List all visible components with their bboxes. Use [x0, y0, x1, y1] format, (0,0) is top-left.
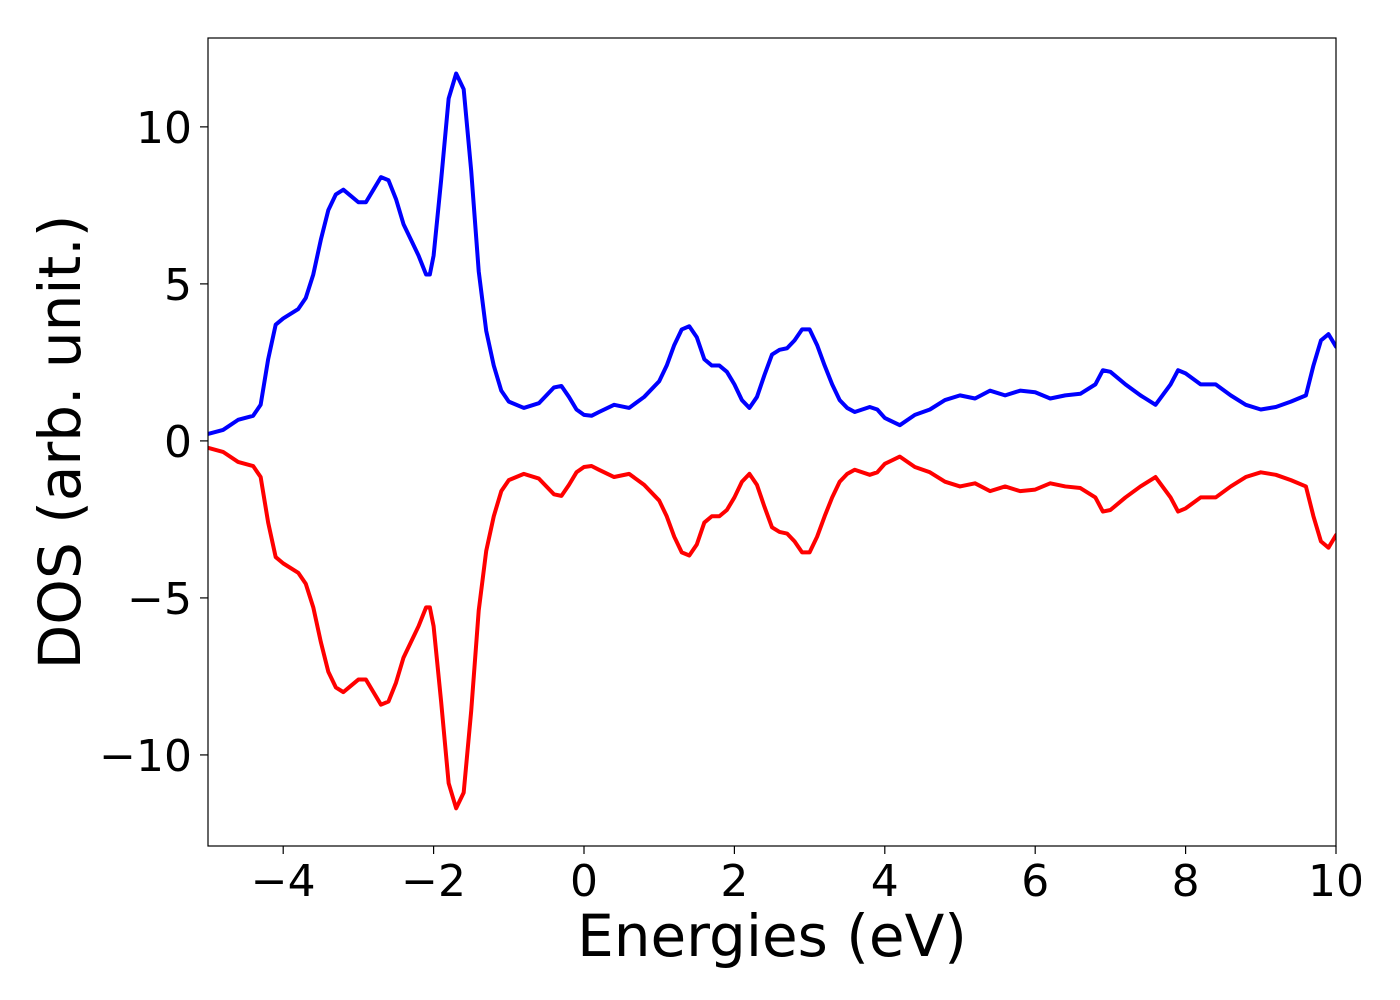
x-tick-label: 4	[871, 856, 899, 907]
y-tick-label: 10	[136, 103, 192, 154]
y-axis-label: DOS (arb. unit.)	[26, 215, 94, 670]
series-line	[208, 445, 1336, 811]
y-tick-label: −10	[99, 731, 192, 782]
x-tick-label: 6	[1021, 856, 1049, 907]
plot-frame	[207, 37, 1337, 847]
series-line	[208, 71, 1336, 436]
x-tick-label: 2	[720, 856, 748, 907]
y-tick-label: −5	[127, 574, 192, 625]
x-tick-label: 0	[570, 856, 598, 907]
x-tick-label: 8	[1172, 856, 1200, 907]
y-tick-label: 0	[164, 417, 192, 468]
x-tick-label: −2	[401, 856, 466, 907]
x-tick-label: −4	[251, 856, 316, 907]
plot-lines	[208, 71, 1336, 811]
y-tick-label: 5	[164, 260, 192, 311]
x-axis-label: Energies (eV)	[577, 902, 967, 970]
x-tick-label: 10	[1308, 856, 1364, 907]
